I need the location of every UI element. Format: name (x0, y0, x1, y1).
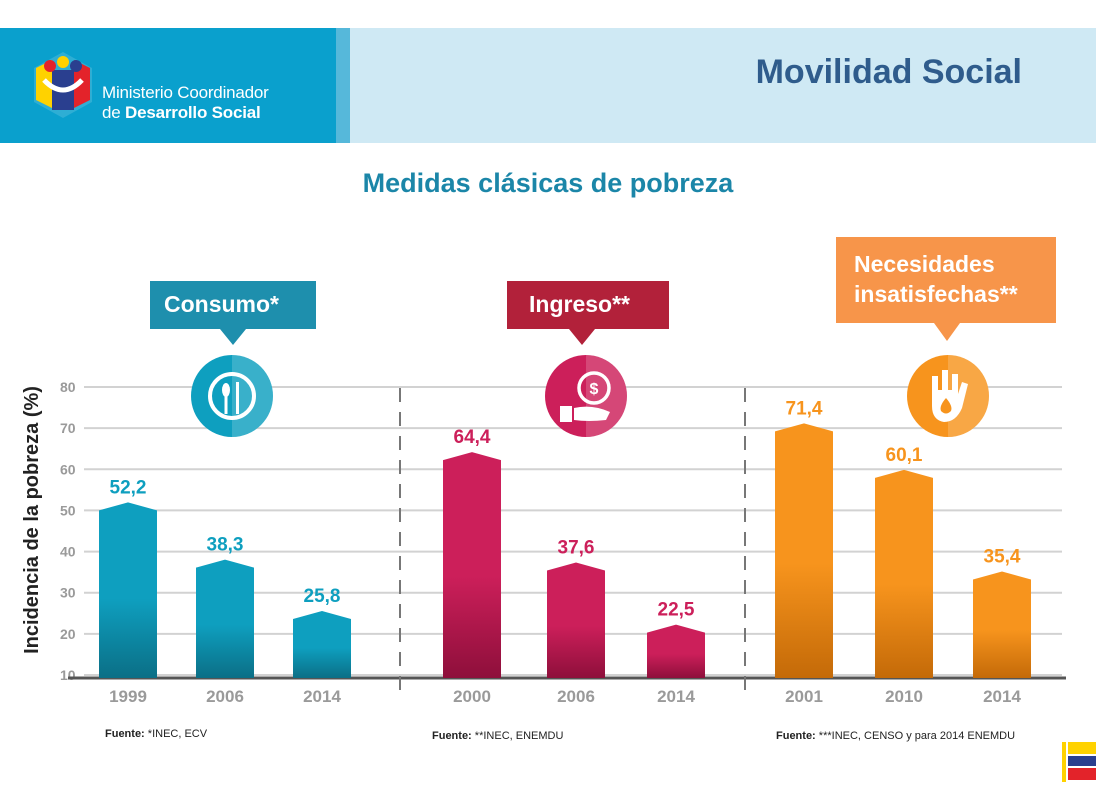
bar-value-label: 71,4 (786, 398, 823, 419)
x-tick-label: 2006 (557, 687, 595, 706)
flag-icon (1062, 742, 1096, 782)
y-tick-label: 40 (60, 544, 76, 560)
money-hand-icon (545, 355, 627, 437)
logo-block: Ministerio Coordinador de Desarrollo Soc… (0, 28, 336, 143)
food-icon (191, 355, 273, 437)
bar-value-label: 22,5 (658, 600, 695, 621)
source-consumo-text: *INEC, ECV (147, 728, 208, 740)
bar-value-label: 38,3 (207, 535, 244, 556)
bar-value-label: 37,6 (558, 537, 595, 558)
callout-necesidades-tail (934, 323, 960, 341)
x-tick-label: 1999 (109, 687, 147, 706)
logo-text-line2: de Desarrollo Social (102, 103, 269, 123)
callout-necesidades-line2: insatisfechas** (854, 281, 1018, 307)
fork (236, 382, 239, 414)
hand-drop-icon (907, 355, 989, 437)
bar (647, 624, 705, 678)
source-consumo-label: Fuente: (105, 728, 145, 740)
bar-value-label: 60,1 (886, 445, 923, 466)
bar (443, 452, 501, 678)
x-tick-label: 2010 (885, 687, 923, 706)
chart-subtitle: Medidas clásicas de pobreza (362, 168, 734, 198)
y-tick-label: 50 (60, 502, 76, 518)
source-consumo: Fuente: *INEC, ECV (105, 728, 207, 740)
source-ingreso-text: **INEC, ENEMDU (474, 730, 564, 742)
logo-text-prefix: de (102, 103, 126, 122)
y-tick-label: 30 (60, 585, 76, 601)
bar (293, 610, 351, 678)
header-banner: Ministerio Coordinador de Desarrollo Soc… (0, 28, 1096, 143)
callout-ingreso-tail (569, 329, 595, 345)
x-tick-label: 2006 (206, 687, 244, 706)
y-tick-label: 60 (60, 461, 76, 477)
source-ingreso: Fuente: **INEC, ENEMDU (432, 730, 563, 742)
dollar-sign: $ (590, 381, 599, 398)
source-ingreso-label: Fuente: (432, 730, 472, 742)
bar (196, 559, 254, 678)
bar-value-label: 64,4 (454, 427, 491, 448)
x-tick-label: 2001 (785, 687, 823, 706)
callout-necesidades: Necesidades insatisfechas** (836, 237, 1056, 341)
bar-value-label: 25,8 (304, 586, 341, 607)
bar (99, 502, 157, 678)
bar (775, 423, 833, 678)
logo-text-bold: Desarrollo Social (125, 103, 261, 122)
y-tick-label: 10 (60, 667, 76, 683)
callout-ingreso: Ingreso** (507, 281, 669, 345)
icon-shade (948, 355, 989, 437)
bar-value-label: 52,2 (110, 477, 147, 498)
y-tick-label: 20 (60, 626, 76, 642)
source-necesidades-label: Fuente: (776, 730, 816, 742)
ministry-logo-icon (34, 52, 92, 118)
y-tick-label: 80 (60, 379, 76, 395)
logo-text: Ministerio Coordinador de Desarrollo Soc… (102, 83, 269, 123)
callout-necesidades-line1: Necesidades (854, 251, 995, 277)
bar (973, 571, 1031, 678)
spoon-handle (224, 394, 228, 414)
x-tick-label: 2014 (983, 687, 1021, 706)
y-tick-label: 70 (60, 420, 76, 436)
plate (208, 372, 256, 420)
logo-text-line1: Ministerio Coordinador (102, 83, 269, 102)
cuff (560, 406, 572, 422)
coin (577, 371, 611, 405)
callout-consumo-tail (220, 329, 246, 345)
spoon (222, 383, 230, 397)
page-title: Movilidad Social (755, 53, 1022, 91)
drop (940, 398, 952, 414)
callout-ingreso-label: Ingreso** (529, 291, 630, 317)
y-axis-label: Incidencia de la pobreza (%) (21, 386, 43, 654)
bar (875, 469, 933, 678)
callout-consumo-label: Consumo* (164, 291, 279, 317)
x-tick-label: 2014 (657, 687, 695, 706)
callout-consumo: Consumo* (150, 281, 316, 345)
source-necesidades-text: ***INEC, CENSO y para 2014 ENEMDU (818, 730, 1016, 742)
hand (574, 406, 610, 421)
bar (547, 562, 605, 678)
bar-value-label: 35,4 (984, 546, 1021, 567)
x-tick-label: 2000 (453, 687, 491, 706)
source-necesidades: Fuente: ***INEC, CENSO y para 2014 ENEMD… (776, 730, 1015, 742)
x-tick-label: 2014 (303, 687, 341, 706)
logo-stripe (336, 28, 350, 143)
icon-circle (191, 355, 273, 437)
